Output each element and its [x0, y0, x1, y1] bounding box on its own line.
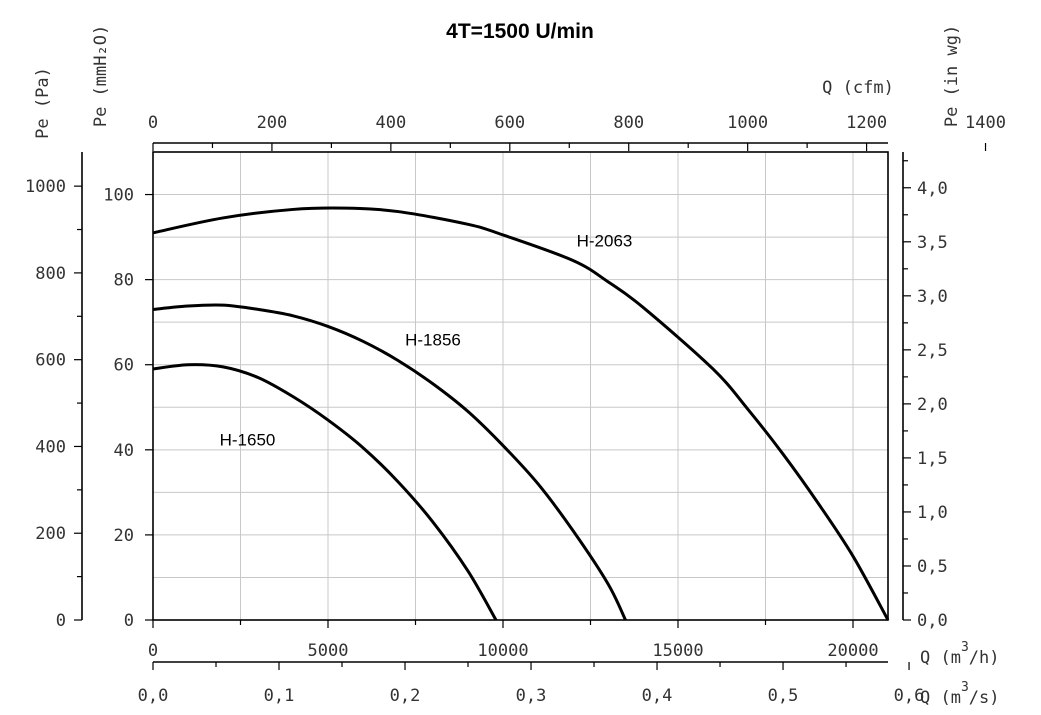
x-top-tick-label: 400: [376, 113, 407, 133]
x-bottom2-tick-label: 0,1: [264, 686, 295, 706]
y-right-tick-label: 2,5: [917, 341, 948, 361]
y-pa-tick-label: 1000: [25, 177, 66, 197]
y-left-pa-axis-label: Pe (Pa): [33, 67, 53, 139]
x-top-tick-label: 800: [613, 113, 644, 133]
y-mmh2o-tick-label: 0: [124, 611, 134, 631]
x-top-tick-label: 600: [494, 113, 525, 133]
x-bottom-axis-label-end: /h): [969, 648, 1000, 668]
x-top-tick-label: 0: [148, 113, 158, 133]
chart-title: 4T=1500 U/min: [446, 20, 594, 43]
x-top-tick-label: 1400: [965, 113, 1006, 133]
y-pa-tick-label: 0: [56, 611, 66, 631]
x-bottom2-axis-label-base: Q (m: [920, 688, 961, 708]
x-bottom2-axis-label: Q (m3/s): [920, 680, 1000, 708]
y-left-mmh2o-axis-label: Pe (mmH₂O): [91, 25, 111, 127]
x-bottom2-tick-label: 0,0: [138, 686, 169, 706]
series-label-h-2063: H-2063: [577, 231, 633, 250]
y-pa-tick-label: 800: [35, 264, 66, 284]
y-mmh2o-tick-label: 20: [114, 526, 134, 546]
x-bottom-tick-label: 20000: [827, 641, 878, 661]
y-right-axis-label: Pe (in wg): [942, 25, 962, 127]
series-label-h-1856: H-1856: [405, 331, 461, 350]
x-bottom-tick-label: 0: [148, 641, 158, 661]
y-mmh2o-tick-label: 60: [114, 356, 134, 376]
x-bottom2-tick-label: 0,2: [390, 686, 421, 706]
x-bottom2-tick-label: 0,4: [642, 686, 673, 706]
x-bottom-tick-label: 10000: [477, 641, 528, 661]
y-right-tick-label: 0,5: [917, 557, 948, 577]
x-bottom-tick-label: 15000: [652, 641, 703, 661]
y-pa-tick-label: 400: [35, 437, 66, 457]
series-line-h-1650: [152, 363, 498, 621]
y-mmh2o-tick-label: 40: [114, 441, 134, 461]
plot-frame: [152, 151, 889, 621]
y-right-tick-label: 1,5: [917, 449, 948, 469]
x-top-tick-label: 1200: [846, 113, 887, 133]
x-bottom2-axis-label-sup: 3: [961, 680, 969, 695]
x-bottom2-tick-label: 0,3: [516, 686, 547, 706]
x-bottom-axis-label-base: Q (m: [920, 648, 961, 668]
x-bottom-axis-label-sup: 3: [961, 640, 969, 655]
y-mmh2o-tick-label: 100: [103, 186, 134, 206]
curves: [152, 206, 890, 621]
x-bottom2-tick-label: 0,5: [768, 686, 799, 706]
y-pa-tick-label: 200: [35, 524, 66, 544]
x-top-tick-label: 1000: [727, 113, 768, 133]
y-mmh2o-tick-label: 80: [114, 271, 134, 291]
y-right-tick-label: 0,0: [917, 611, 948, 631]
series-line-h-2063: [152, 206, 890, 621]
x-bottom2-axis-label-end: /s): [969, 688, 1000, 708]
y-right-tick-label: 2,0: [917, 395, 948, 415]
curve-labels: H-1650 H-1856 H-2063: [220, 231, 633, 449]
y-right-tick-label: 4,0: [917, 179, 948, 199]
x-bottom-axis-label: Q (m3/h): [920, 640, 1000, 668]
grid: [153, 152, 888, 620]
series-line-h-1856: [152, 303, 627, 621]
x-top-tick-label: 200: [257, 113, 288, 133]
y-right-tick-label: 1,0: [917, 503, 948, 523]
y-right-tick-label: 3,0: [917, 287, 948, 307]
x-bottom-tick-label: 5000: [308, 641, 349, 661]
x-top-axis-label: Q (cfm): [822, 78, 894, 98]
y-right-tick-label: 3,5: [917, 233, 948, 253]
y-pa-tick-label: 600: [35, 351, 66, 371]
series-label-h-1650: H-1650: [220, 431, 276, 450]
x-bottom2-tick-label: 0,6: [894, 686, 925, 706]
